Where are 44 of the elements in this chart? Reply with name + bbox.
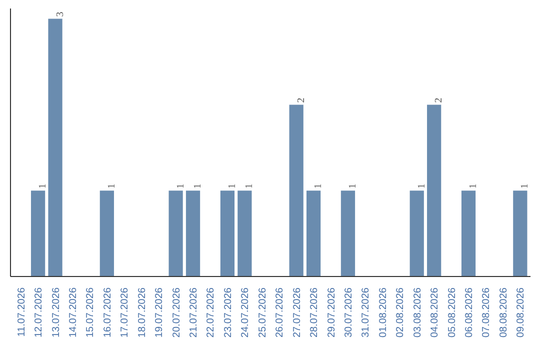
x-tick-label: 19.07.2026 xyxy=(154,287,166,338)
x-tick-label: 02.08.2026 xyxy=(395,287,406,338)
x-tick-label: 04.08.2026 xyxy=(430,287,441,338)
x-tick-label: 23.07.2026 xyxy=(222,287,234,338)
x-tick-label: 30.07.2026 xyxy=(343,287,354,338)
x-tick-label: 20.07.2026 xyxy=(171,287,182,338)
data-label: 3 xyxy=(54,12,66,17)
x-tick-label: 18.07.2026 xyxy=(136,287,148,338)
x-tick-label: 15.07.2026 xyxy=(85,287,96,338)
data-label: 1 xyxy=(416,184,428,189)
data-label: 1 xyxy=(347,184,358,189)
data-label: 1 xyxy=(38,184,49,189)
x-tick-label: 14.07.2026 xyxy=(68,287,79,338)
data-label: 1 xyxy=(192,184,204,189)
x-tick-label: 16.07.2026 xyxy=(102,287,114,338)
x-tick-label: 17.07.2026 xyxy=(120,287,131,338)
data-label: 1 xyxy=(468,184,480,189)
x-tick-label: 09.08.2026 xyxy=(516,287,527,338)
x-tick-label: 27.07.2026 xyxy=(292,287,303,338)
data-label: 1 xyxy=(244,184,256,189)
x-tick-label: 22.07.2026 xyxy=(206,287,217,338)
x-tick-label: 12.07.2026 xyxy=(34,287,45,338)
x-tick-label: 06.08.2026 xyxy=(464,287,476,338)
data-label: 1 xyxy=(520,184,531,189)
x-tick-label: 29.07.2026 xyxy=(326,287,338,338)
x-tick-label: 03.08.2026 xyxy=(412,287,424,338)
x-tick-label: 25.07.2026 xyxy=(257,287,268,338)
data-label: 1 xyxy=(106,184,118,189)
x-tick-label: 01.08.2026 xyxy=(378,287,389,338)
data-label: 1 xyxy=(175,184,186,189)
data-label: 1 xyxy=(226,184,238,189)
x-tick-label: 31.07.2026 xyxy=(360,287,372,338)
x-tick-label: 24.07.2026 xyxy=(240,287,252,338)
data-label: 2 xyxy=(434,98,445,103)
x-tick-label: 21.07.2026 xyxy=(188,287,200,338)
x-tick-label: 11.07.2026 xyxy=(16,287,28,337)
x-tick-label: 28.07.2026 xyxy=(309,287,320,338)
data-label: 2 xyxy=(296,98,307,103)
x-tick-label: 07.08.2026 xyxy=(481,287,492,338)
x-tick-label: 13.07.2026 xyxy=(50,287,62,338)
data-label: 1 xyxy=(313,184,324,189)
x-tick-label: 26.07.2026 xyxy=(274,287,286,338)
x-tick-label: 05.08.2026 xyxy=(446,287,458,338)
x-tick-label: 08.08.2026 xyxy=(498,287,510,338)
